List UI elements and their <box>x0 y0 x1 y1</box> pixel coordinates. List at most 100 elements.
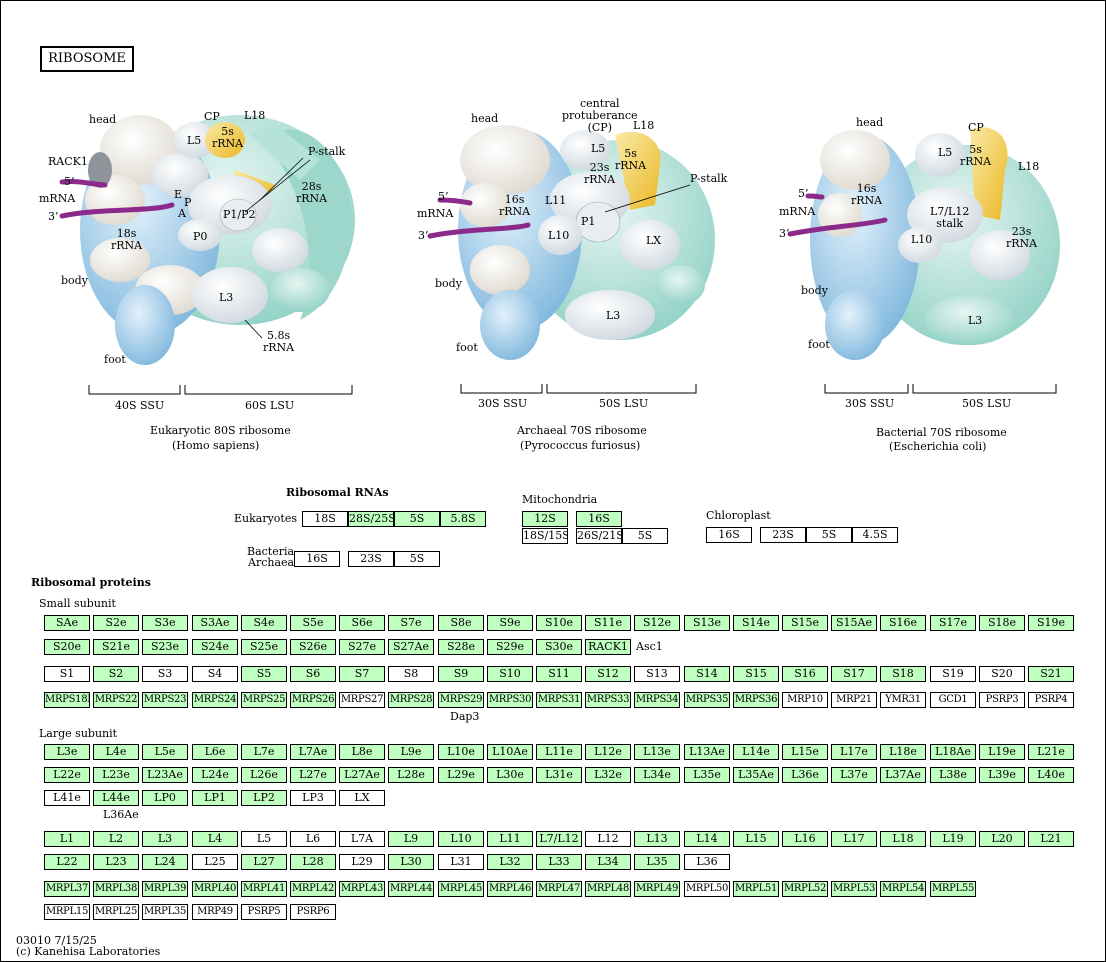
gene-box-l17e[interactable]: L17e <box>831 744 877 760</box>
gene-box-l24e[interactable]: L24e <box>192 767 238 783</box>
gene-box-s1[interactable]: S1 <box>44 666 90 682</box>
gene-box-mrps24[interactable]: MRPS24 <box>192 692 238 708</box>
gene-box-l11e[interactable]: L11e <box>536 744 582 760</box>
gene-box-s21[interactable]: S21 <box>1028 666 1074 682</box>
gene-box-l13[interactable]: L13 <box>634 831 680 847</box>
gene-box-12s[interactable]: 12S <box>522 511 568 527</box>
gene-box-23s[interactable]: 23S <box>348 551 394 567</box>
gene-box-l11[interactable]: L11 <box>487 831 533 847</box>
gene-box-mrpl35[interactable]: MRPL35 <box>142 904 188 920</box>
gene-box-l1[interactable]: L1 <box>44 831 90 847</box>
gene-box-l18[interactable]: L18 <box>880 831 926 847</box>
gene-box-s18e[interactable]: S18e <box>979 615 1025 631</box>
gene-box-psrp6[interactable]: PSRP6 <box>290 904 336 920</box>
gene-box-18s[interactable]: 18S <box>302 511 348 527</box>
gene-box-s2e[interactable]: S2e <box>93 615 139 631</box>
gene-box-s4[interactable]: S4 <box>192 666 238 682</box>
gene-box-l21e[interactable]: L21e <box>1028 744 1074 760</box>
gene-box-s3e[interactable]: S3e <box>142 615 188 631</box>
gene-box-s12e[interactable]: S12e <box>634 615 680 631</box>
gene-box-mrps28[interactable]: MRPS28 <box>388 692 434 708</box>
bac-stalk-label[interactable]: L7/L12 stalk <box>930 205 970 230</box>
gene-box-mrps35[interactable]: MRPS35 <box>684 692 730 708</box>
gene-box-s26e[interactable]: S26e <box>290 639 336 655</box>
gene-box-s30e[interactable]: S30e <box>536 639 582 655</box>
gene-box-ymr31[interactable]: YMR31 <box>880 692 926 708</box>
gene-box-s3ae[interactable]: S3Ae <box>192 615 238 631</box>
gene-box-s20e[interactable]: S20e <box>44 639 90 655</box>
gene-box-l19e[interactable]: L19e <box>979 744 1025 760</box>
gene-box-5-8s[interactable]: 5.8S <box>440 511 486 527</box>
gene-box-s9e[interactable]: S9e <box>487 615 533 631</box>
gene-box-l5[interactable]: L5 <box>241 831 287 847</box>
gene-box-l13e[interactable]: L13e <box>634 744 680 760</box>
gene-box-l19[interactable]: L19 <box>930 831 976 847</box>
gene-box-s27e[interactable]: S27e <box>339 639 385 655</box>
gene-box-s27ae[interactable]: S27Ae <box>388 639 434 655</box>
gene-box-l40e[interactable]: L40e <box>1028 767 1074 783</box>
gene-box-l6[interactable]: L6 <box>290 831 336 847</box>
euk-p0-label[interactable]: P0 <box>193 230 208 243</box>
gene-box-mrps36[interactable]: MRPS36 <box>733 692 779 708</box>
gene-box-mrpl55[interactable]: MRPL55 <box>930 881 976 897</box>
arc-l3-label[interactable]: L3 <box>606 309 621 322</box>
bac-l10-label[interactable]: L10 <box>911 233 933 246</box>
gene-box-l35ae[interactable]: L35Ae <box>733 767 779 783</box>
gene-box-mrpl25[interactable]: MRPL25 <box>93 904 139 920</box>
euk-l3-label[interactable]: L3 <box>219 291 234 304</box>
gene-box-mrp21[interactable]: MRP21 <box>831 692 877 708</box>
gene-box-mrps34[interactable]: MRPS34 <box>634 692 680 708</box>
gene-box-l22e[interactable]: L22e <box>44 767 90 783</box>
gene-box-mrpl43[interactable]: MRPL43 <box>339 881 385 897</box>
gene-box-s2[interactable]: S2 <box>93 666 139 682</box>
gene-box-s3[interactable]: S3 <box>142 666 188 682</box>
gene-box-l5e[interactable]: L5e <box>142 744 188 760</box>
gene-box-s16e[interactable]: S16e <box>880 615 926 631</box>
gene-box-psrp5[interactable]: PSRP5 <box>241 904 287 920</box>
gene-box-mrp10[interactable]: MRP10 <box>782 692 828 708</box>
gene-box-16s[interactable]: 16S <box>294 551 340 567</box>
gene-box-s17e[interactable]: S17e <box>930 615 976 631</box>
gene-box-s18[interactable]: S18 <box>880 666 926 682</box>
gene-box-l9[interactable]: L9 <box>388 831 434 847</box>
gene-box-l37ae[interactable]: L37Ae <box>880 767 926 783</box>
gene-box-mrpl52[interactable]: MRPL52 <box>782 881 828 897</box>
gene-box-l29e[interactable]: L29e <box>438 767 484 783</box>
gene-box-l7ae[interactable]: L7Ae <box>290 744 336 760</box>
gene-box-s6[interactable]: S6 <box>290 666 336 682</box>
gene-box-lp2[interactable]: LP2 <box>241 790 287 806</box>
gene-box-s15e[interactable]: S15e <box>782 615 828 631</box>
gene-box-mrps27[interactable]: MRPS27 <box>339 692 385 708</box>
gene-box-mrpl48[interactable]: MRPL48 <box>585 881 631 897</box>
gene-box-mrpl38[interactable]: MRPL38 <box>93 881 139 897</box>
gene-box-s14[interactable]: S14 <box>684 666 730 682</box>
gene-box-l29[interactable]: L29 <box>339 854 385 870</box>
gene-box-l24[interactable]: L24 <box>142 854 188 870</box>
gene-box-l31[interactable]: L31 <box>438 854 484 870</box>
gene-box-l15e[interactable]: L15e <box>782 744 828 760</box>
gene-box-l36e[interactable]: L36e <box>782 767 828 783</box>
gene-box-mrpl54[interactable]: MRPL54 <box>880 881 926 897</box>
gene-box-l35[interactable]: L35 <box>634 854 680 870</box>
gene-box-mrpl44[interactable]: MRPL44 <box>388 881 434 897</box>
gene-box-l36[interactable]: L36 <box>684 854 730 870</box>
gene-box-l27e[interactable]: L27e <box>290 767 336 783</box>
gene-box-l44e[interactable]: L44e <box>93 790 139 806</box>
arc-pstalk-label[interactable]: P-stalk <box>690 172 728 185</box>
gene-box-mrps31[interactable]: MRPS31 <box>536 692 582 708</box>
gene-box-lp3[interactable]: LP3 <box>290 790 336 806</box>
gene-box-l7a[interactable]: L7A <box>339 831 385 847</box>
arc-l10-label[interactable]: L10 <box>548 229 570 242</box>
euk-rack1-label[interactable]: RACK1 <box>48 155 88 168</box>
gene-box-23s[interactable]: 23S <box>760 527 806 543</box>
gene-box-l33[interactable]: L33 <box>536 854 582 870</box>
gene-box-l27[interactable]: L27 <box>241 854 287 870</box>
gene-box-l38e[interactable]: L38e <box>930 767 976 783</box>
gene-box-gcd1[interactable]: GCD1 <box>930 692 976 708</box>
gene-box-l18ae[interactable]: L18Ae <box>930 744 976 760</box>
euk-pstalk-label[interactable]: P-stalk <box>308 145 346 158</box>
gene-box-l7e[interactable]: L7e <box>241 744 287 760</box>
gene-box-l30e[interactable]: L30e <box>487 767 533 783</box>
gene-box-l2[interactable]: L2 <box>93 831 139 847</box>
gene-box-l10[interactable]: L10 <box>438 831 484 847</box>
